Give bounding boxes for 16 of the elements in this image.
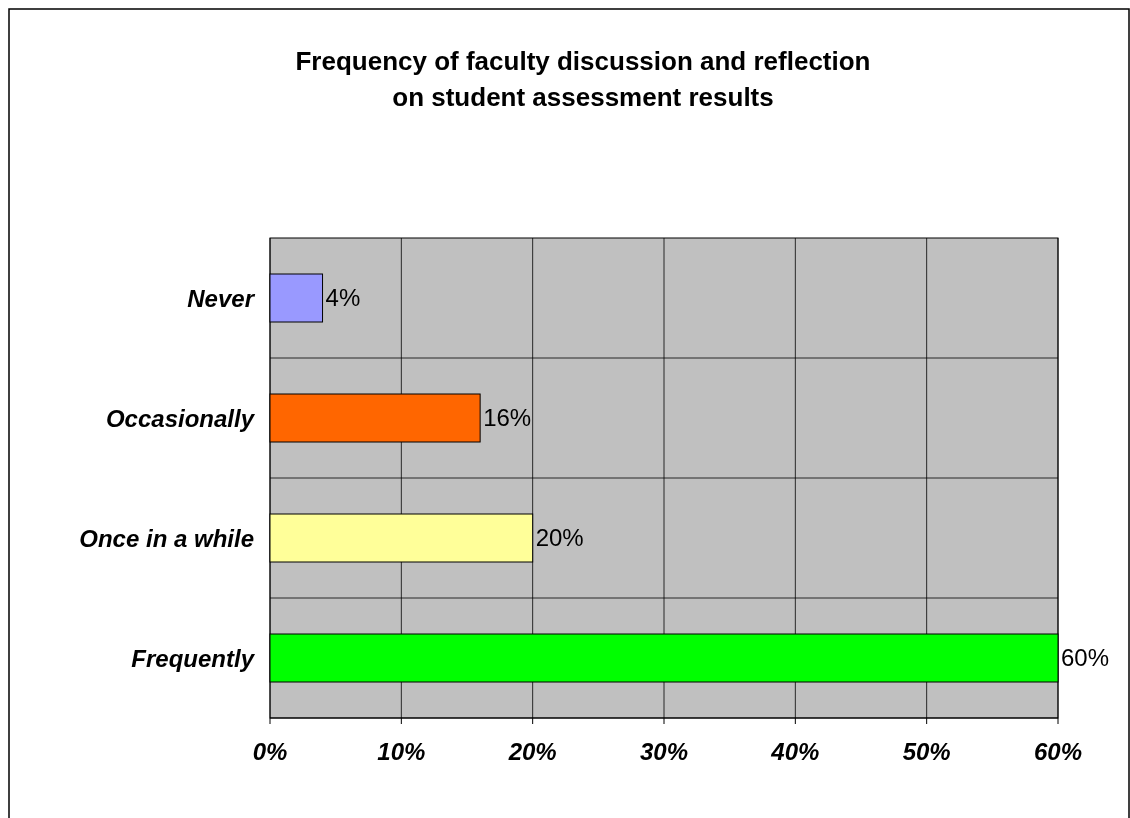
x-tick-label: 60%	[1033, 738, 1083, 765]
x-tick-label: 50%	[902, 738, 951, 765]
x-tick-label: 40%	[770, 738, 820, 765]
data-label: 4%	[325, 284, 361, 311]
chart-title: Frequency of faculty discussion and reflection on student assessment results	[295, 46, 871, 112]
y-tick-label: Occasionally	[105, 405, 256, 432]
y-tick-label: Frequently	[131, 645, 256, 672]
x-tick-label: 30%	[639, 738, 689, 765]
data-label: 60%	[1061, 644, 1110, 671]
data-label: 20%	[535, 524, 584, 551]
data-label: 16%	[483, 404, 532, 431]
y-tick-label: Never	[187, 285, 256, 312]
x-tick-label: 20%	[507, 738, 557, 765]
x-tick-label: 10%	[377, 738, 426, 765]
x-tick-label: 0%	[252, 738, 288, 765]
y-tick-label: Once in a while	[79, 525, 254, 552]
